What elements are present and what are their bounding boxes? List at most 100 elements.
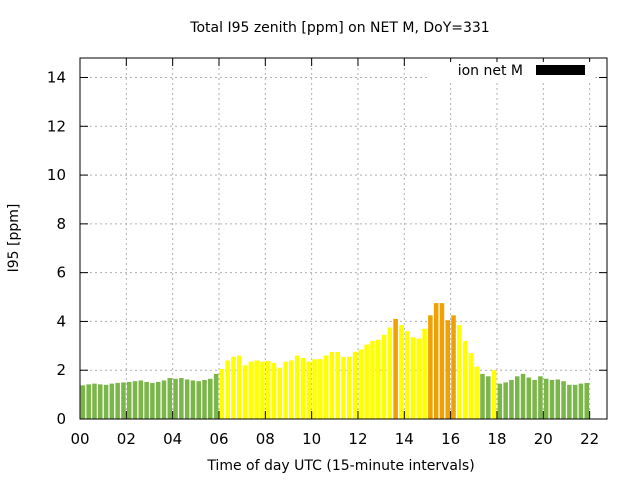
x-tick-label: 18 (487, 430, 506, 448)
bar (161, 380, 167, 419)
bar (584, 382, 589, 419)
y-tick-label: 14 (47, 69, 66, 87)
bar (115, 382, 120, 419)
bar (237, 355, 242, 419)
bar (265, 360, 271, 419)
bar (549, 379, 555, 419)
bar (213, 373, 219, 420)
bar (393, 318, 398, 419)
x-tick-label: 06 (209, 430, 228, 448)
bar (439, 303, 445, 419)
bar (347, 356, 352, 419)
bar (254, 360, 259, 419)
bar (225, 360, 230, 419)
bar (318, 359, 323, 419)
legend-label: ion net M (458, 63, 523, 79)
bar (399, 325, 404, 419)
bar (543, 378, 549, 419)
y-axis-label: I95 [ppm] (6, 204, 22, 273)
bar (451, 315, 456, 419)
bars (80, 303, 589, 420)
y-axis-ticks: 0 2 4 6 8 10 12 14 (47, 69, 607, 428)
bar (126, 381, 132, 419)
bar (509, 379, 514, 419)
bar (514, 376, 520, 419)
y-tick-label: 4 (56, 312, 66, 330)
bar (364, 344, 369, 419)
bar (433, 303, 439, 419)
bar (572, 384, 578, 419)
bar (555, 379, 561, 419)
bar (468, 353, 474, 419)
bar (422, 328, 427, 419)
bar (190, 380, 196, 419)
bar (294, 355, 300, 419)
x-axis-ticks: 00 02 04 06 08 10 12 14 16 18 20 22 (70, 58, 599, 448)
bar (248, 361, 254, 419)
x-tick-label: 22 (580, 430, 599, 448)
bar (375, 339, 381, 419)
bar (335, 351, 340, 419)
bar (202, 379, 207, 419)
bar (480, 373, 485, 420)
bar (526, 377, 532, 419)
bar (271, 362, 277, 419)
bar (428, 315, 433, 419)
bar (503, 382, 508, 419)
x-tick-label: 12 (348, 430, 367, 448)
bar (92, 383, 97, 419)
bar (306, 361, 312, 419)
bar (358, 349, 364, 419)
bar (329, 351, 335, 419)
y-tick-label: 2 (56, 361, 66, 379)
bar (387, 327, 393, 419)
bar (283, 361, 288, 419)
legend-swatch (536, 65, 585, 75)
x-tick-label: 16 (441, 430, 460, 448)
bar (520, 373, 526, 420)
bar (144, 381, 149, 419)
bar (410, 337, 416, 419)
bar (404, 331, 410, 419)
bar (567, 384, 572, 419)
y-tick-label: 12 (47, 117, 66, 135)
bar (219, 369, 225, 419)
bar (474, 366, 479, 419)
bar (260, 361, 265, 419)
y-tick-label: 10 (47, 166, 66, 184)
x-tick-label: 00 (70, 430, 89, 448)
plot-frame (79, 57, 608, 420)
bar (352, 351, 358, 419)
x-tick-label: 08 (256, 430, 275, 448)
bar (86, 384, 91, 419)
bar (173, 378, 178, 419)
bar (532, 379, 537, 419)
bar (497, 383, 503, 419)
x-axis-label: Time of day UTC (15-minute intervals) (206, 458, 474, 474)
bar (103, 384, 109, 419)
y-tick-label: 8 (56, 215, 66, 233)
bar (242, 365, 248, 419)
bar (323, 355, 329, 419)
bar (109, 383, 115, 419)
bar (289, 360, 294, 419)
bar (179, 378, 184, 419)
bar (491, 370, 497, 419)
bar (312, 359, 317, 419)
bar (341, 356, 346, 419)
bar (132, 381, 138, 419)
bar (445, 320, 450, 419)
bar (231, 356, 236, 419)
bar (167, 378, 173, 419)
bar (538, 376, 543, 419)
bar (121, 382, 126, 419)
bar (300, 358, 306, 419)
bar (155, 381, 161, 419)
bar (561, 381, 566, 419)
x-tick-label: 04 (163, 430, 182, 448)
bar (277, 367, 283, 419)
x-tick-label: 20 (534, 430, 553, 448)
y-tick-label: 0 (56, 410, 66, 428)
bar (150, 382, 155, 419)
